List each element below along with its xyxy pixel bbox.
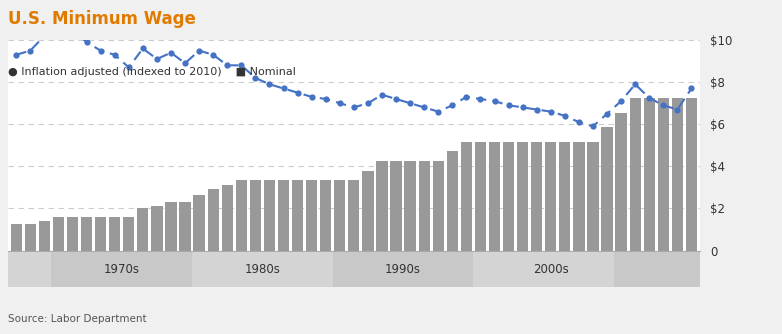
Bar xyxy=(8,252,52,287)
Bar xyxy=(473,252,614,287)
Bar xyxy=(39,221,50,250)
Bar xyxy=(192,252,333,287)
Bar xyxy=(179,202,191,250)
Bar xyxy=(81,217,92,250)
Bar xyxy=(418,161,430,250)
Bar xyxy=(517,142,529,250)
Bar xyxy=(432,161,444,250)
Bar xyxy=(52,252,192,287)
Legend: Inflation adjusted (indexed to 2010), Nominal: Inflation adjusted (indexed to 2010), No… xyxy=(10,51,345,74)
Text: Source: Labor Department: Source: Labor Department xyxy=(8,314,146,324)
Bar xyxy=(630,98,640,250)
Bar xyxy=(686,98,697,250)
Bar xyxy=(489,142,500,250)
Bar xyxy=(306,180,317,250)
Bar xyxy=(249,180,261,250)
Bar xyxy=(390,161,402,250)
Bar xyxy=(362,171,374,250)
Bar xyxy=(447,151,458,250)
Bar xyxy=(672,98,683,250)
Text: 2000s: 2000s xyxy=(533,263,569,276)
Bar xyxy=(11,224,22,250)
Bar xyxy=(264,180,275,250)
Bar xyxy=(601,127,612,250)
Bar xyxy=(165,202,177,250)
Text: 1980s: 1980s xyxy=(245,263,281,276)
Bar xyxy=(193,195,205,250)
Bar xyxy=(573,142,584,250)
Bar xyxy=(333,252,473,287)
Bar xyxy=(531,142,543,250)
Bar xyxy=(320,180,332,250)
Bar xyxy=(404,161,416,250)
Text: 1970s: 1970s xyxy=(104,263,140,276)
Bar xyxy=(53,217,64,250)
Bar xyxy=(348,180,360,250)
Bar xyxy=(67,217,78,250)
Bar xyxy=(461,142,472,250)
Bar xyxy=(95,217,106,250)
Bar xyxy=(644,98,655,250)
Bar xyxy=(109,217,120,250)
Bar xyxy=(545,142,557,250)
Text: U.S. Minimum Wage: U.S. Minimum Wage xyxy=(8,10,196,28)
Bar xyxy=(376,161,388,250)
Bar xyxy=(503,142,515,250)
Bar xyxy=(221,185,233,250)
Bar xyxy=(151,206,163,250)
Bar xyxy=(559,142,571,250)
Bar xyxy=(587,142,598,250)
Bar xyxy=(475,142,486,250)
Text: 1990s: 1990s xyxy=(385,263,421,276)
Bar xyxy=(292,180,303,250)
Bar xyxy=(614,252,700,287)
Bar xyxy=(235,180,247,250)
Bar xyxy=(207,189,219,250)
Bar xyxy=(137,208,149,250)
Bar xyxy=(278,180,289,250)
Bar xyxy=(25,224,36,250)
Bar xyxy=(658,98,669,250)
Bar xyxy=(334,180,346,250)
Text: ● Inflation adjusted (indexed to 2010)    ■ Nominal: ● Inflation adjusted (indexed to 2010) ■… xyxy=(8,67,296,77)
Bar xyxy=(615,113,626,250)
Bar xyxy=(123,217,135,250)
